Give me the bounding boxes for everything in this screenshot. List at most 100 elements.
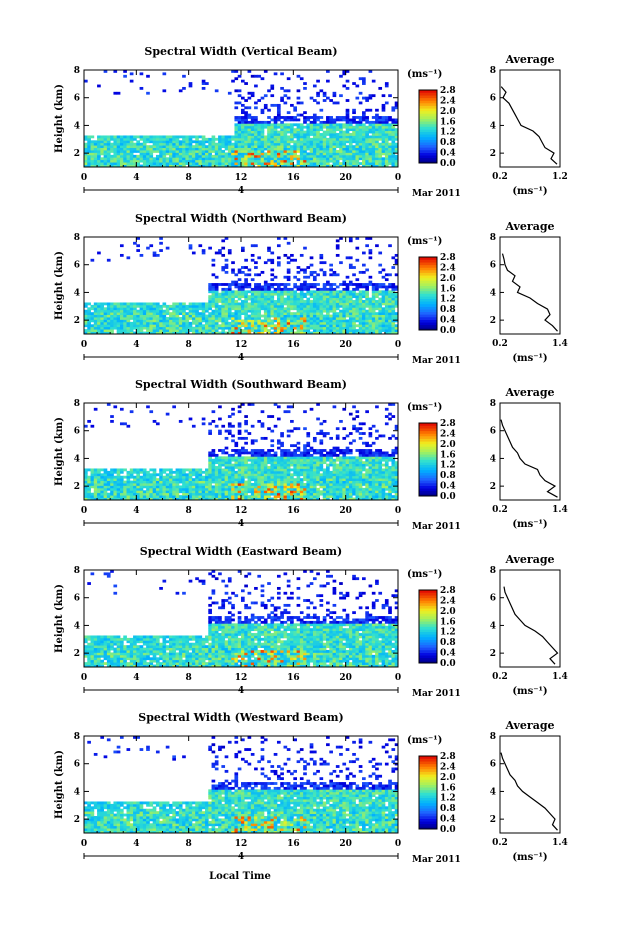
heatmap-cell — [241, 286, 245, 289]
heatmap-cell — [293, 283, 297, 286]
heatmap-cell — [189, 478, 193, 481]
heatmap-cell — [385, 290, 389, 293]
heatmap-cell — [254, 106, 258, 109]
heatmap-cell — [336, 155, 340, 158]
heatmap-cell — [159, 488, 163, 491]
heatmap-cell — [284, 322, 288, 325]
heatmap-cell — [306, 276, 310, 279]
heatmap-cell — [231, 298, 235, 301]
heatmap-cell — [146, 152, 150, 155]
heatmap-cell — [254, 485, 258, 488]
heatmap-cell — [163, 162, 167, 165]
heatmap-cell — [130, 162, 134, 165]
heatmap-cell — [352, 162, 356, 165]
heatmap-cell — [225, 290, 229, 293]
heatmap-cell — [254, 273, 258, 276]
heatmap-cell — [120, 327, 124, 330]
heatmap-cell — [198, 317, 202, 320]
heatmap-cell — [195, 490, 199, 493]
heatmap-cell — [234, 456, 238, 459]
heatmap-cell — [231, 449, 235, 452]
heatmap-cell — [130, 307, 134, 310]
heatmap-cell — [313, 315, 317, 318]
heatmap-cell — [225, 317, 229, 320]
heatmap-cell — [365, 317, 369, 320]
colorbar-swatch — [419, 153, 437, 156]
heatmap-cell — [107, 162, 111, 165]
heatmap-cell — [346, 295, 350, 298]
heatmap-cell — [182, 324, 186, 327]
heatmap-cell — [284, 89, 288, 92]
heatmap-cell — [323, 327, 327, 330]
heatmap-cell — [267, 329, 271, 332]
heatmap-cell — [107, 327, 111, 330]
heatmap-cell — [284, 485, 288, 488]
heatmap-cell — [355, 259, 359, 262]
heatmap-cell — [297, 97, 301, 100]
heatmap-cell — [362, 114, 366, 117]
heatmap-cell — [270, 461, 274, 464]
heatmap-cell — [234, 295, 238, 298]
heatmap-cell — [254, 315, 258, 318]
heatmap-cell — [300, 319, 304, 322]
heatmap-cell — [130, 322, 134, 325]
heatmap-cell — [231, 425, 235, 428]
heatmap-cell — [172, 157, 176, 160]
heatmap-cell — [310, 155, 314, 158]
heatmap-cell — [87, 312, 91, 315]
heatmap-cell — [378, 315, 382, 318]
heatmap-cell — [241, 157, 245, 160]
heatmap-cell — [257, 485, 261, 488]
heatmap-cell — [221, 449, 225, 452]
heatmap-cell — [84, 312, 88, 315]
heatmap-cell — [391, 310, 395, 313]
heatmap-cell — [169, 485, 173, 488]
heatmap-cell — [143, 327, 147, 330]
heatmap-cell — [339, 75, 343, 78]
heatmap-cell — [329, 327, 333, 330]
heatmap-cell — [365, 155, 369, 158]
heatmap-cell — [270, 454, 274, 457]
heatmap-cell — [208, 430, 212, 433]
heatmap-cell — [372, 315, 376, 318]
heatmap-cell — [234, 305, 238, 308]
heatmap-cell — [316, 290, 320, 293]
heatmap-cell — [329, 131, 333, 134]
heatmap-cell — [267, 121, 271, 124]
heatmap-cell — [120, 140, 124, 143]
heatmap-cell — [182, 490, 186, 493]
heatmap-cell — [97, 252, 101, 255]
heatmap-cell — [97, 329, 101, 332]
heatmap-cell — [369, 131, 373, 134]
colorbar-swatch — [419, 283, 437, 286]
heatmap-cell — [163, 150, 167, 153]
heatmap-cell — [117, 157, 121, 160]
heatmap-cell — [303, 476, 307, 479]
heatmap-cell — [212, 329, 216, 332]
heatmap-cell — [365, 305, 369, 308]
heatmap-cell — [205, 476, 209, 479]
heatmap-cell — [391, 283, 395, 286]
heatmap-cell — [248, 106, 252, 109]
heatmap-cell — [169, 493, 173, 496]
heatmap-cell — [110, 485, 114, 488]
heatmap-cell — [205, 82, 209, 85]
heatmap-cell — [372, 94, 376, 97]
heatmap-cell — [284, 155, 288, 158]
heatmap-cell — [208, 140, 212, 143]
heatmap-cell — [378, 123, 382, 126]
heatmap-cell — [257, 121, 261, 124]
heatmap-cell — [205, 490, 209, 493]
heatmap-cell — [228, 286, 232, 289]
heatmap-cell — [365, 135, 369, 138]
heatmap-cell — [313, 493, 317, 496]
heatmap-cell — [267, 89, 271, 92]
heatmap-cell — [208, 324, 212, 327]
heatmap-cell — [195, 473, 199, 476]
heatmap-cell — [117, 138, 121, 141]
heatmap-cell — [346, 307, 350, 310]
heatmap-cell — [166, 162, 170, 165]
heatmap-cell — [355, 97, 359, 100]
heatmap-cell — [123, 138, 127, 141]
heatmap-cell — [264, 283, 268, 286]
